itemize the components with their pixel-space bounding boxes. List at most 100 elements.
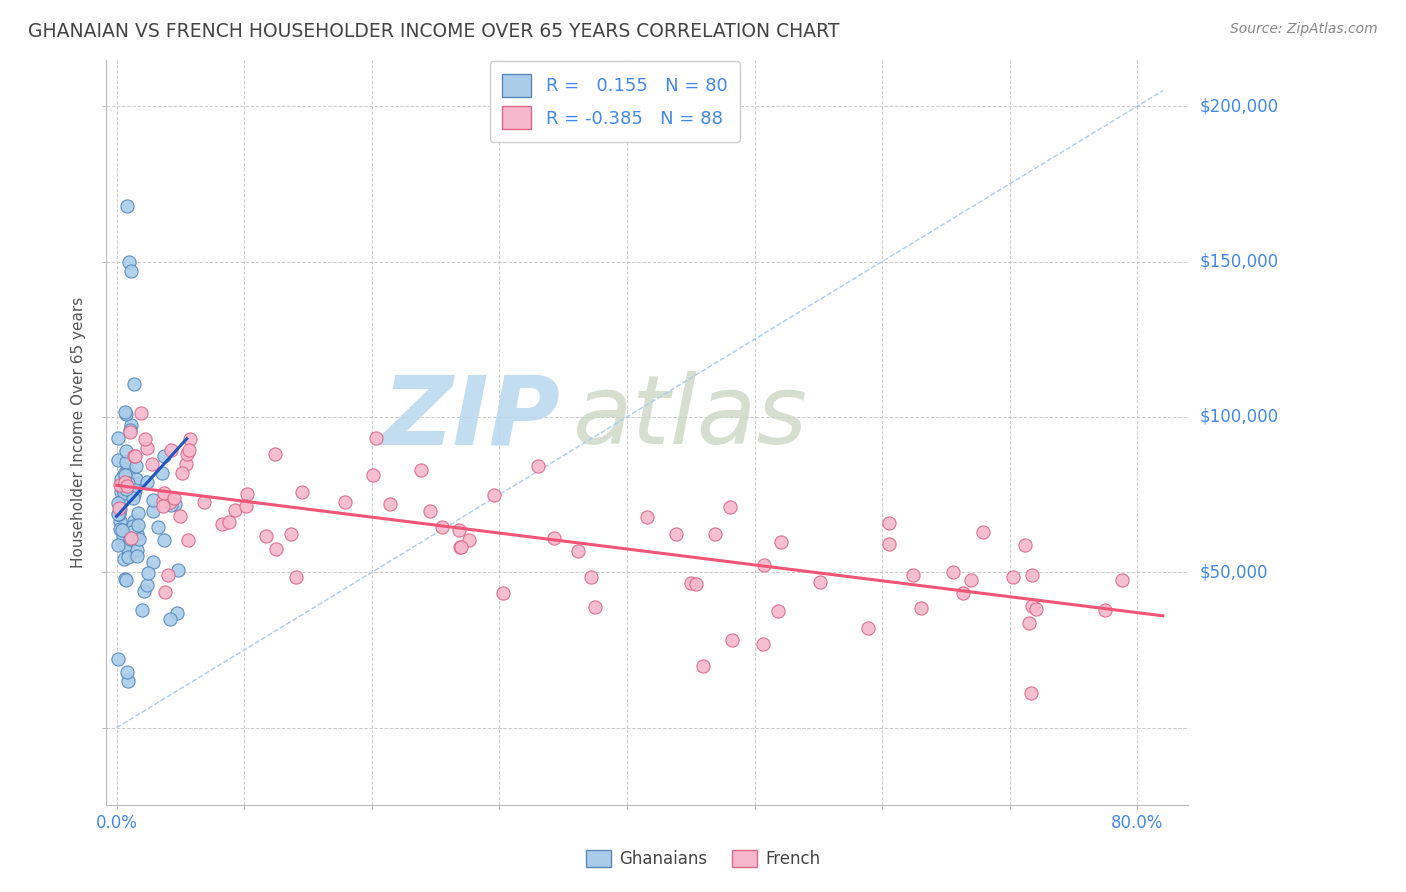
Point [114, 405, 136, 419]
Point [115, 573, 138, 587]
Point [110, 514, 132, 528]
Point [665, 527, 688, 541]
Point [157, 567, 180, 582]
Point [112, 467, 135, 481]
Point [115, 479, 138, 493]
Point [692, 658, 714, 673]
Point [107, 496, 129, 510]
Point [110, 494, 132, 508]
Point [136, 578, 159, 592]
Point [236, 487, 259, 501]
Point [177, 533, 200, 547]
Text: $100,000: $100,000 [1199, 408, 1278, 426]
Point [1018, 616, 1040, 631]
Point [942, 565, 965, 579]
Point [166, 606, 188, 620]
Point [114, 407, 136, 421]
Point [115, 665, 138, 679]
Point [174, 458, 197, 472]
Point [107, 508, 129, 522]
Point [141, 457, 163, 471]
Point [152, 466, 174, 480]
Point [111, 535, 134, 549]
Point [432, 520, 454, 534]
Point [718, 500, 741, 514]
Point [159, 612, 181, 626]
Point [136, 566, 159, 580]
Point [333, 495, 356, 509]
Point [543, 531, 565, 545]
Point [117, 475, 139, 490]
Point [134, 583, 156, 598]
Point [142, 504, 165, 518]
Point [117, 550, 139, 565]
Point [122, 487, 145, 501]
Point [162, 491, 184, 505]
Point [284, 570, 307, 584]
Point [583, 599, 606, 614]
Point [127, 543, 149, 558]
Point [1019, 686, 1042, 700]
Point [115, 444, 138, 458]
Point [107, 538, 129, 552]
Text: Source: ZipAtlas.com: Source: ZipAtlas.com [1230, 22, 1378, 37]
Point [193, 495, 215, 509]
Point [449, 541, 471, 555]
Point [111, 480, 134, 494]
Point [291, 484, 314, 499]
Point [122, 376, 145, 391]
Point [167, 564, 190, 578]
Point [115, 482, 138, 496]
Point [169, 508, 191, 523]
Point [127, 527, 149, 541]
Point [378, 496, 401, 510]
Point [115, 454, 138, 468]
Text: $150,000: $150,000 [1199, 252, 1278, 270]
Point [127, 518, 149, 533]
Point [120, 533, 142, 547]
Text: atlas: atlas [572, 371, 807, 464]
Point [114, 572, 136, 586]
Point [124, 449, 146, 463]
Point [128, 532, 150, 546]
Point [131, 602, 153, 616]
Point [112, 529, 135, 543]
Point [128, 475, 150, 490]
Point [153, 486, 176, 500]
Point [366, 431, 388, 445]
Point [121, 524, 143, 539]
Point [903, 568, 925, 582]
Point [134, 432, 156, 446]
Point [110, 484, 132, 499]
Point [125, 471, 148, 485]
Point [703, 526, 725, 541]
Point [449, 523, 471, 537]
Point [952, 586, 974, 600]
Point [120, 531, 142, 545]
Point [179, 442, 201, 457]
Point [235, 499, 257, 513]
Point [264, 447, 287, 461]
Point [153, 449, 176, 463]
Point [129, 406, 152, 420]
Point [124, 459, 146, 474]
Point [1021, 568, 1043, 582]
Point [1025, 602, 1047, 616]
Point [752, 558, 775, 572]
Point [218, 515, 240, 529]
Point [910, 600, 932, 615]
Point [769, 534, 792, 549]
Point [107, 501, 129, 516]
Text: $200,000: $200,000 [1199, 97, 1278, 115]
Point [685, 577, 707, 591]
Point [112, 551, 135, 566]
Point [877, 537, 900, 551]
Point [122, 449, 145, 463]
Legend: Ghanaians, French: Ghanaians, French [579, 843, 827, 875]
Point [107, 431, 129, 445]
Point [114, 467, 136, 482]
Point [135, 475, 157, 490]
Point [108, 477, 131, 491]
Point [107, 453, 129, 467]
Point [567, 544, 589, 558]
